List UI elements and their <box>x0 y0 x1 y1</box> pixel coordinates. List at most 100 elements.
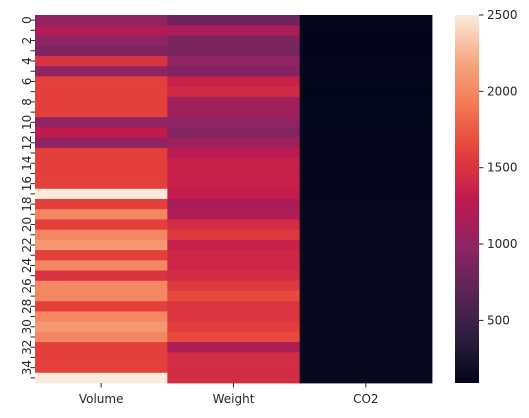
heatmap-cell <box>299 107 433 118</box>
y-tick-label: 16 <box>20 176 34 191</box>
heatmap-cell <box>35 86 168 98</box>
heatmap-cell <box>35 96 168 108</box>
heatmap-cell <box>167 15 301 26</box>
heatmap-cell <box>299 66 433 77</box>
heatmap-cell <box>167 199 301 210</box>
heatmap-cell <box>35 188 168 200</box>
colorbar-tick-label: 500 <box>487 313 510 327</box>
heatmap-cell <box>299 362 433 374</box>
heatmap-cell <box>35 331 168 343</box>
heatmap-cell <box>167 209 301 220</box>
heatmap-cell <box>299 45 433 57</box>
heatmap-cell <box>299 35 433 47</box>
heatmap-cell <box>167 362 301 374</box>
y-tick-label: 6 <box>20 78 34 86</box>
heatmap-cell <box>167 188 301 200</box>
heatmap-cell <box>35 76 168 87</box>
y-tick-label: 18 <box>20 196 34 211</box>
heatmap-cell <box>299 352 433 363</box>
heatmap-cells <box>35 15 433 384</box>
heatmap-cell <box>299 199 433 210</box>
y-tick-label: 0 <box>20 16 34 24</box>
y-tick-label: 8 <box>20 98 34 106</box>
y-tick-label: 24 <box>20 258 34 273</box>
heatmap-cell <box>299 188 433 200</box>
heatmap-cell <box>167 168 301 179</box>
heatmap-cell <box>299 86 433 98</box>
heatmap-cell <box>35 209 168 220</box>
heatmap-cell <box>167 137 301 149</box>
y-tick-label: 32 <box>20 340 34 355</box>
heatmap-cell <box>35 127 168 139</box>
y-tick-label: 10 <box>20 115 34 130</box>
x-tick-label: Weight <box>213 392 255 406</box>
heatmap-cell <box>167 158 301 169</box>
heatmap-cell <box>299 76 433 87</box>
heatmap-cell <box>35 280 168 292</box>
heatmap-cell <box>167 352 301 363</box>
heatmap-cell <box>167 55 301 67</box>
heatmap-cell <box>35 291 168 302</box>
heatmap-cell <box>299 117 433 128</box>
heatmap-cell <box>299 25 433 36</box>
y-tick-label: 4 <box>20 57 34 65</box>
heatmap-cell <box>35 107 168 118</box>
heatmap-cell <box>35 15 168 26</box>
heatmap-cell <box>167 35 301 47</box>
heatmap-cell <box>299 301 433 312</box>
y-tick-label: 20 <box>20 217 34 232</box>
heatmap-cell <box>35 229 168 241</box>
colorbar-tick-label: 2500 <box>487 8 518 22</box>
heatmap-cell <box>167 107 301 118</box>
heatmap-cell <box>299 270 433 282</box>
heatmap-cell <box>35 199 168 210</box>
heatmap-cell <box>167 76 301 87</box>
y-tick-label: 12 <box>20 135 34 150</box>
heatmap-cell <box>299 372 433 384</box>
colorbar-axis: 500 1000 1500 2000 2500 <box>479 8 518 327</box>
heatmap-cell <box>35 301 168 312</box>
heatmap-cell <box>299 291 433 302</box>
heatmap-cell <box>299 55 433 67</box>
heatmap-cell <box>167 331 301 343</box>
y-tick-label: 14 <box>20 156 34 171</box>
heatmap-cell <box>167 321 301 333</box>
y-tick-label: 22 <box>20 237 34 252</box>
heatmap-cell <box>299 250 433 261</box>
heatmap-cell <box>35 372 168 384</box>
heatmap-cell <box>299 342 433 353</box>
colorbar-tick-label: 1500 <box>487 161 518 175</box>
y-tick-label: 30 <box>20 319 34 334</box>
heatmap-cell <box>299 158 433 169</box>
heatmap-cell <box>35 311 168 323</box>
heatmap-cell <box>299 137 433 149</box>
heatmap-cell <box>167 280 301 292</box>
heatmap-cell <box>299 260 433 271</box>
heatmap-cell <box>167 270 301 282</box>
heatmap-cell <box>167 117 301 128</box>
heatmap-cell <box>167 342 301 353</box>
heatmap-cell <box>167 260 301 271</box>
heatmap-cell <box>167 86 301 98</box>
heatmap-cell <box>299 96 433 108</box>
heatmap-cell <box>299 229 433 241</box>
heatmap-cell <box>167 229 301 241</box>
heatmap-cell <box>35 147 168 159</box>
heatmap-cell <box>299 280 433 292</box>
heatmap-cell <box>35 45 168 57</box>
heatmap-cell <box>299 15 433 26</box>
heatmap-cell <box>35 219 168 231</box>
y-tick-label: 28 <box>20 299 34 314</box>
heatmap-cell <box>35 168 168 179</box>
heatmap-cell <box>167 96 301 108</box>
heatmap-cell <box>167 239 301 251</box>
x-axis: Volume Weight CO2 <box>79 383 379 406</box>
heatmap-cell <box>35 321 168 333</box>
heatmap-cell <box>35 270 168 282</box>
heatmap-cell <box>35 117 168 128</box>
heatmap-cell <box>35 342 168 353</box>
colorbar-tick-label: 2000 <box>487 84 518 98</box>
heatmap-cell <box>35 260 168 271</box>
